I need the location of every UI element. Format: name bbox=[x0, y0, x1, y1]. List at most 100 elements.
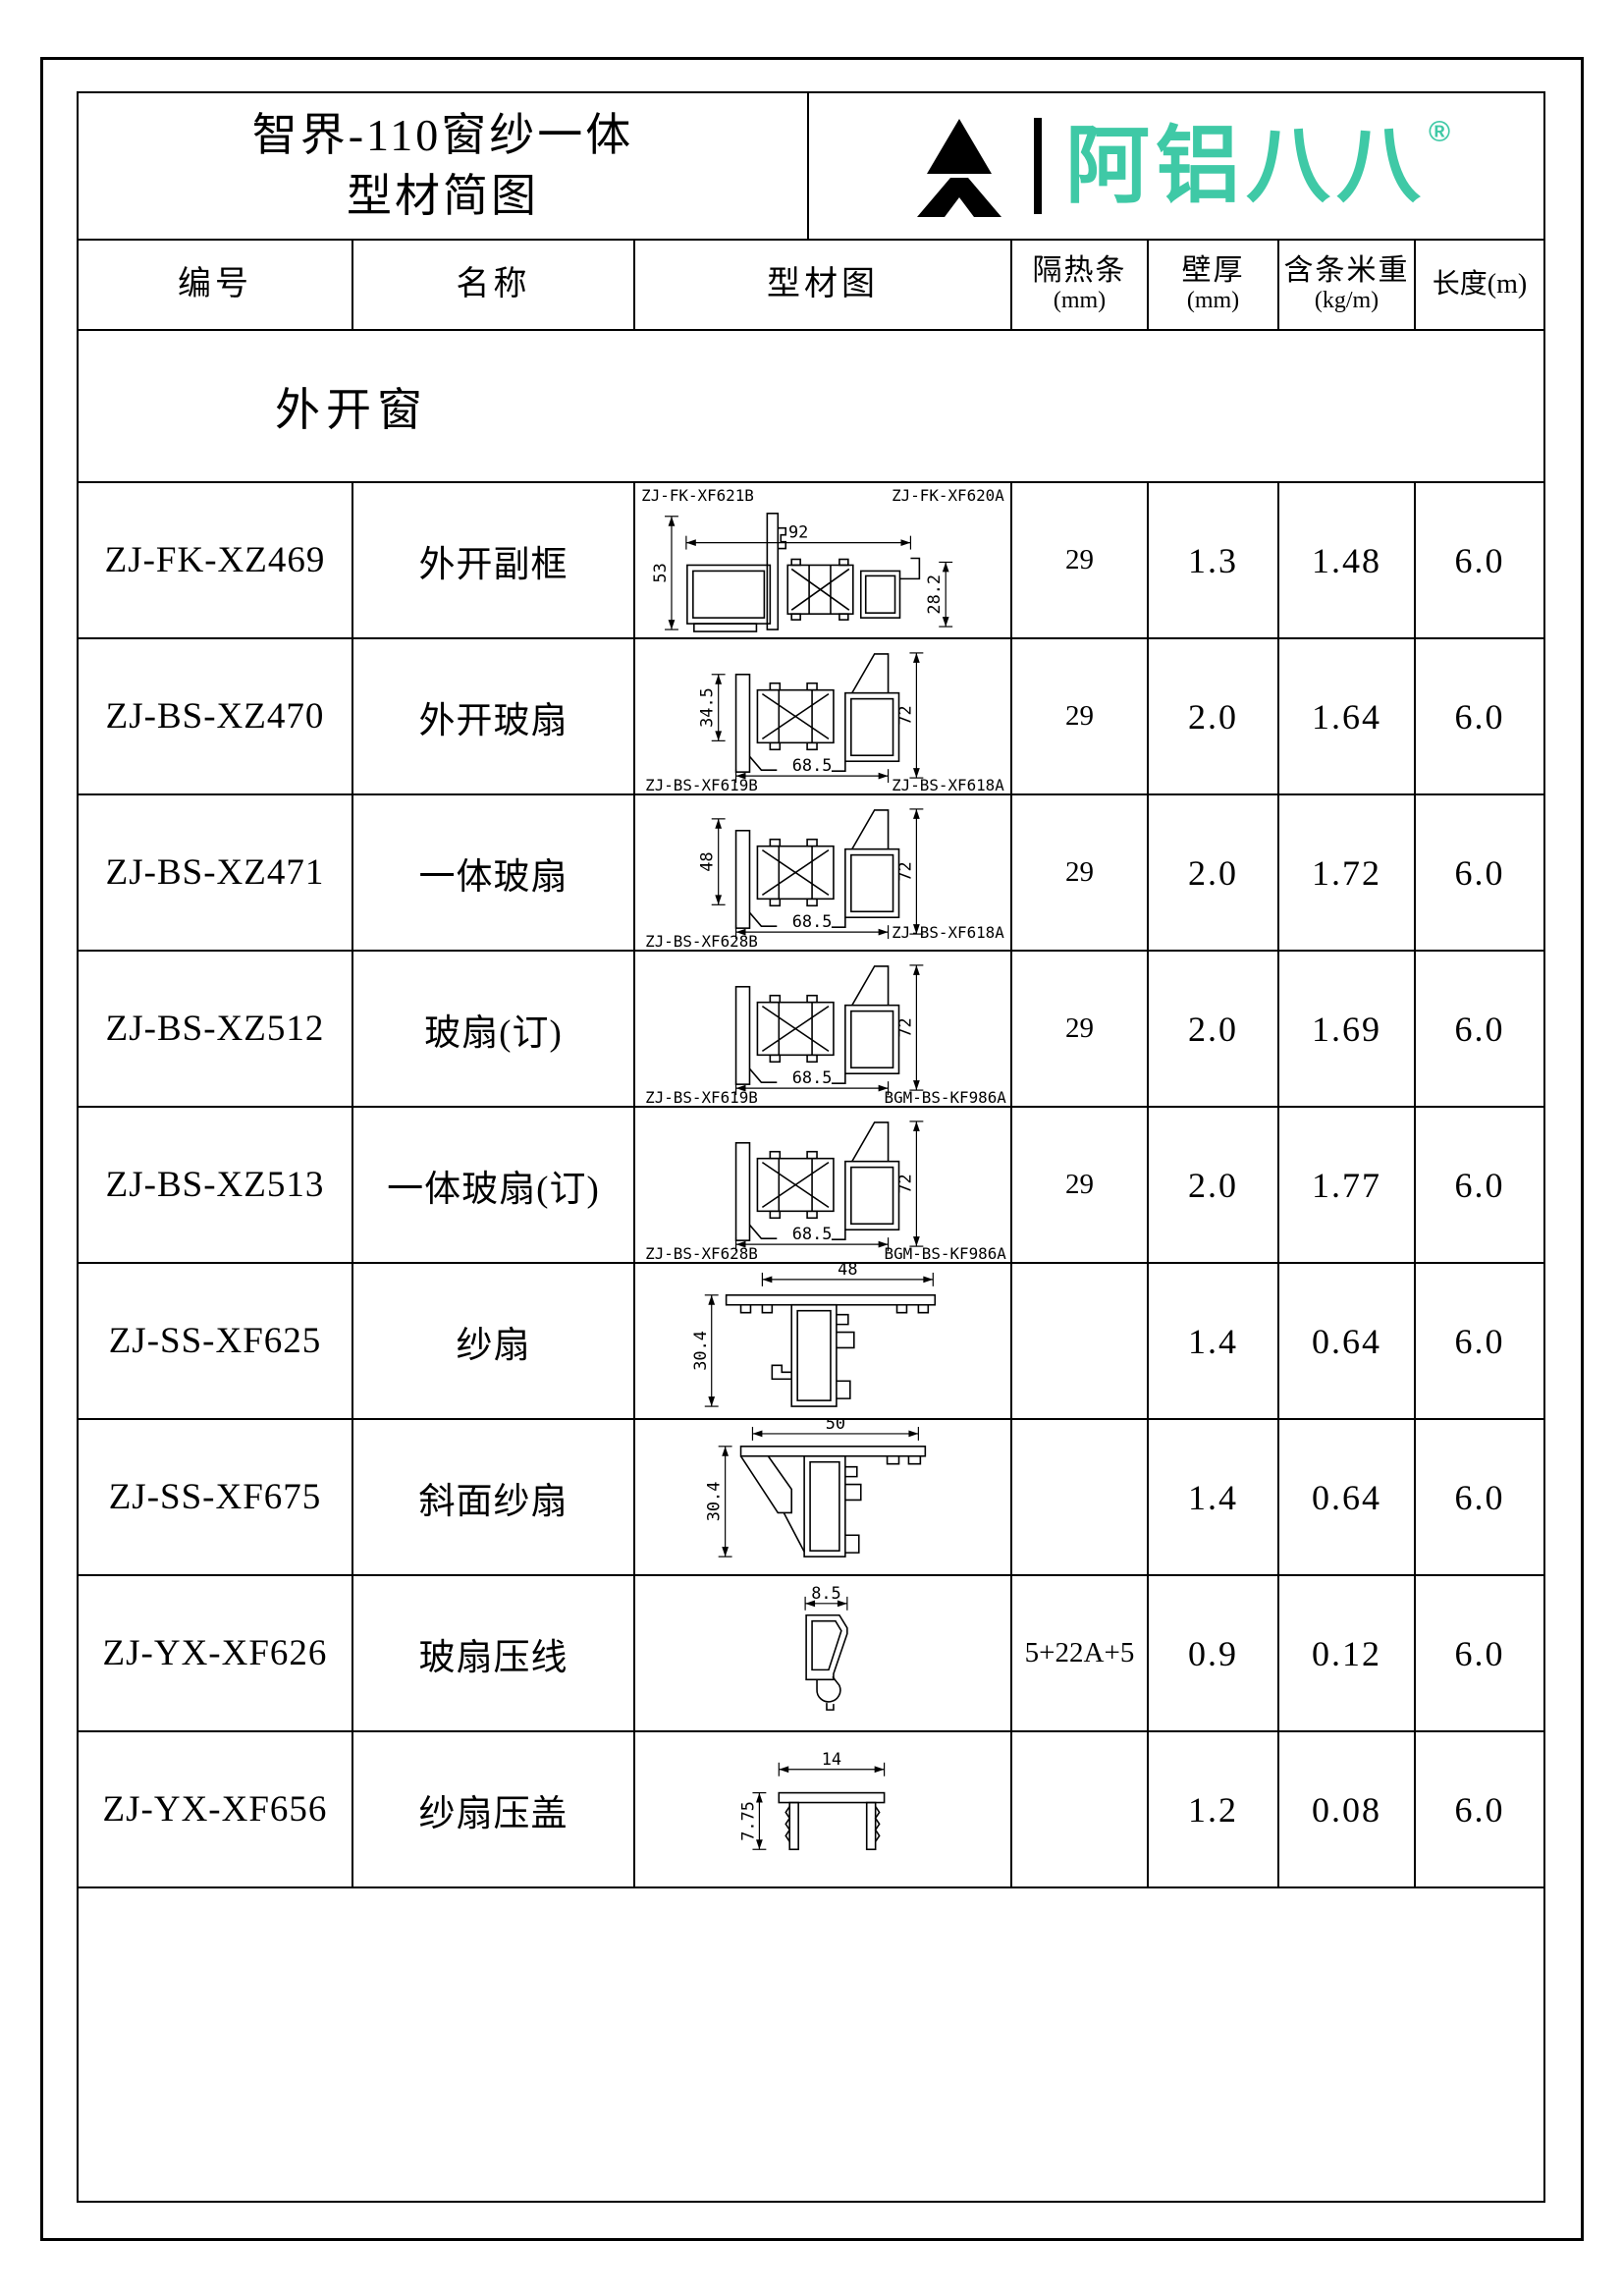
profile-code: ZJ-YX-XF656 bbox=[102, 1789, 328, 1830]
diagram-part-label: BGM-BS-KF986A bbox=[885, 1088, 1007, 1106]
header-length: 长度(m) bbox=[1432, 268, 1528, 300]
wall-thickness-value: 2.0 bbox=[1188, 852, 1238, 893]
profile-name: 玻扇压线 bbox=[418, 1637, 568, 1678]
svg-text:7.75: 7.75 bbox=[737, 1801, 757, 1841]
insulation-strip-cell bbox=[1012, 1420, 1149, 1574]
profile-cross-section-drawing: 8.5 bbox=[804, 1583, 848, 1711]
registered-trademark-icon: ® bbox=[1428, 116, 1451, 148]
meter-weight-value: 0.64 bbox=[1312, 1321, 1381, 1361]
diagram-dimension: 14 bbox=[778, 1749, 886, 1777]
header-name: 名称 bbox=[353, 241, 635, 329]
header-wall-thickness: 壁厚 (mm) bbox=[1149, 241, 1279, 329]
profile-cross-section-drawing: 48 72 68.5 ZJ-BS-XF628B ZJ-BS-XF618A bbox=[645, 808, 1004, 950]
profile-name: 纱扇压盖 bbox=[418, 1793, 568, 1834]
svg-text:8.5: 8.5 bbox=[811, 1583, 840, 1603]
svg-text:68.5: 68.5 bbox=[792, 911, 833, 931]
profile-name-cell: 纱扇压盖 bbox=[353, 1732, 635, 1886]
logo-divider bbox=[1033, 118, 1042, 214]
profile-shape bbox=[734, 809, 900, 929]
profile-code: ZJ-SS-XF675 bbox=[108, 1477, 322, 1517]
profile-name: 一体玻扇(订) bbox=[387, 1169, 600, 1210]
page-title-line2: 型材简图 bbox=[347, 171, 539, 221]
wall-thickness-value: 1.4 bbox=[1188, 1477, 1238, 1517]
diagram-dimension: 72 bbox=[894, 652, 924, 779]
svg-text:30.4: 30.4 bbox=[690, 1331, 710, 1371]
svg-text:30.4: 30.4 bbox=[704, 1482, 724, 1522]
svg-text:34.5: 34.5 bbox=[697, 687, 717, 728]
profile-cross-section-drawing: 147.75 bbox=[737, 1749, 886, 1851]
profile-shape bbox=[734, 965, 900, 1085]
wall-thickness-cell: 2.0 bbox=[1149, 952, 1279, 1106]
meter-weight-cell: 1.69 bbox=[1279, 952, 1416, 1106]
svg-text:28.2: 28.2 bbox=[924, 574, 944, 615]
table-row: ZJ-FK-XZ469 外开副框 92 53 28.2 ZJ-FK-XF621B ZJ-… bbox=[79, 483, 1543, 639]
spec-table: 智界-110窗纱一体 型材简图 阿铝八八 ® 编号 名称 型材 bbox=[77, 91, 1545, 2203]
wall-thickness-value: 2.0 bbox=[1188, 696, 1238, 737]
length-value: 6.0 bbox=[1454, 1789, 1505, 1830]
meter-weight-value: 1.72 bbox=[1312, 852, 1381, 893]
table-row: ZJ-BS-XZ513 一体玻扇(订) 68.5 72 ZJ-BS-XF628B BG… bbox=[79, 1108, 1543, 1264]
section-row: 外开窗 bbox=[79, 331, 1543, 483]
profile-name-cell: 外开玻扇 bbox=[353, 639, 635, 793]
diagram-part-label: BGM-BS-KF986A bbox=[885, 1244, 1007, 1262]
profile-cross-section-drawing: 48 30.4 bbox=[690, 1264, 937, 1407]
diagram-dimension: 68.5 bbox=[734, 911, 890, 940]
meter-weight-value: 1.77 bbox=[1312, 1165, 1381, 1205]
profile-name: 外开玻扇 bbox=[418, 700, 568, 741]
diagram-dimension: 72 bbox=[894, 964, 924, 1091]
profile-name-cell: 玻扇(订) bbox=[353, 952, 635, 1106]
svg-text:72: 72 bbox=[894, 1017, 914, 1037]
svg-text:48: 48 bbox=[838, 1264, 857, 1279]
meter-weight-cell: 1.64 bbox=[1279, 639, 1416, 793]
length-value: 6.0 bbox=[1454, 1477, 1505, 1517]
profile-name: 玻扇(订) bbox=[424, 1012, 563, 1054]
profile-name: 外开副框 bbox=[418, 544, 568, 585]
diagram-dimension: 68.5 bbox=[734, 1224, 890, 1252]
profile-shape bbox=[686, 513, 921, 632]
length-cell: 6.0 bbox=[1416, 483, 1543, 637]
length-value: 6.0 bbox=[1454, 852, 1505, 893]
table-header-row: 编号 名称 型材图 隔热条 (mm) 壁厚 (mm) 含条米重 (kg/m) 长… bbox=[79, 241, 1543, 331]
profile-code-cell: ZJ-SS-XF675 bbox=[79, 1420, 353, 1574]
table-row: ZJ-BS-XZ470 外开玻扇 34.5 72 68.5 ZJ-BS-XF619B Z… bbox=[79, 639, 1543, 795]
length-cell: 6.0 bbox=[1416, 1576, 1543, 1730]
diagram-dimension: 8.5 bbox=[804, 1583, 848, 1611]
brand-logo: 阿铝八八 ® bbox=[809, 93, 1543, 239]
header-diagram: 型材图 bbox=[635, 241, 1012, 329]
wall-thickness-cell: 1.4 bbox=[1149, 1420, 1279, 1574]
length-value: 6.0 bbox=[1454, 540, 1505, 580]
profile-code-cell: ZJ-BS-XZ471 bbox=[79, 795, 353, 950]
meter-weight-cell: 0.64 bbox=[1279, 1420, 1416, 1574]
profile-name: 斜面纱扇 bbox=[418, 1481, 568, 1522]
profile-shape bbox=[778, 1791, 886, 1851]
profile-name-cell: 纱扇 bbox=[353, 1264, 635, 1418]
meter-weight-cell: 1.72 bbox=[1279, 795, 1416, 950]
length-cell: 6.0 bbox=[1416, 1732, 1543, 1886]
profile-name: 纱扇 bbox=[456, 1325, 531, 1366]
wall-thickness-value: 0.9 bbox=[1188, 1633, 1238, 1673]
profile-name-cell: 外开副框 bbox=[353, 483, 635, 637]
insulation-strip-cell bbox=[1012, 1264, 1149, 1418]
insulation-strip-value: 29 bbox=[1065, 700, 1094, 732]
profile-name: 一体玻扇 bbox=[418, 856, 568, 898]
title-band: 智界-110窗纱一体 型材简图 阿铝八八 ® bbox=[79, 93, 1543, 241]
insulation-strip-value: 29 bbox=[1065, 856, 1094, 888]
profile-code: ZJ-BS-XZ512 bbox=[105, 1009, 325, 1049]
meter-weight-value: 0.08 bbox=[1312, 1789, 1381, 1830]
profile-shape bbox=[739, 1446, 927, 1558]
length-cell: 6.0 bbox=[1416, 1420, 1543, 1574]
diagram-dimension: 72 bbox=[894, 808, 924, 935]
meter-weight-cell: 0.12 bbox=[1279, 1576, 1416, 1730]
diagram-dimension: 72 bbox=[894, 1121, 924, 1247]
profile-code-cell: ZJ-FK-XZ469 bbox=[79, 483, 353, 637]
insulation-strip-cell: 29 bbox=[1012, 1108, 1149, 1262]
meter-weight-value: 1.64 bbox=[1312, 696, 1381, 737]
table-row: ZJ-SS-XF625 纱扇 48 30.4 1.4 0.64 6.0 bbox=[79, 1264, 1543, 1420]
table-row: ZJ-YX-XF626 玻扇压线 8.5 5+22A+5 0.9 0.12 6.… bbox=[79, 1576, 1543, 1732]
profile-cross-section-drawing: 92 53 28.2 ZJ-FK-XF621B ZJ-FK-XF620A bbox=[641, 486, 1004, 632]
length-cell: 6.0 bbox=[1416, 952, 1543, 1106]
profile-shape bbox=[734, 653, 900, 773]
profile-cross-section-drawing: 68.5 72 ZJ-BS-XF628B BGM-BS-KF986A bbox=[645, 1121, 1007, 1262]
wall-thickness-cell: 2.0 bbox=[1149, 639, 1279, 793]
wall-thickness-value: 2.0 bbox=[1188, 1009, 1238, 1049]
